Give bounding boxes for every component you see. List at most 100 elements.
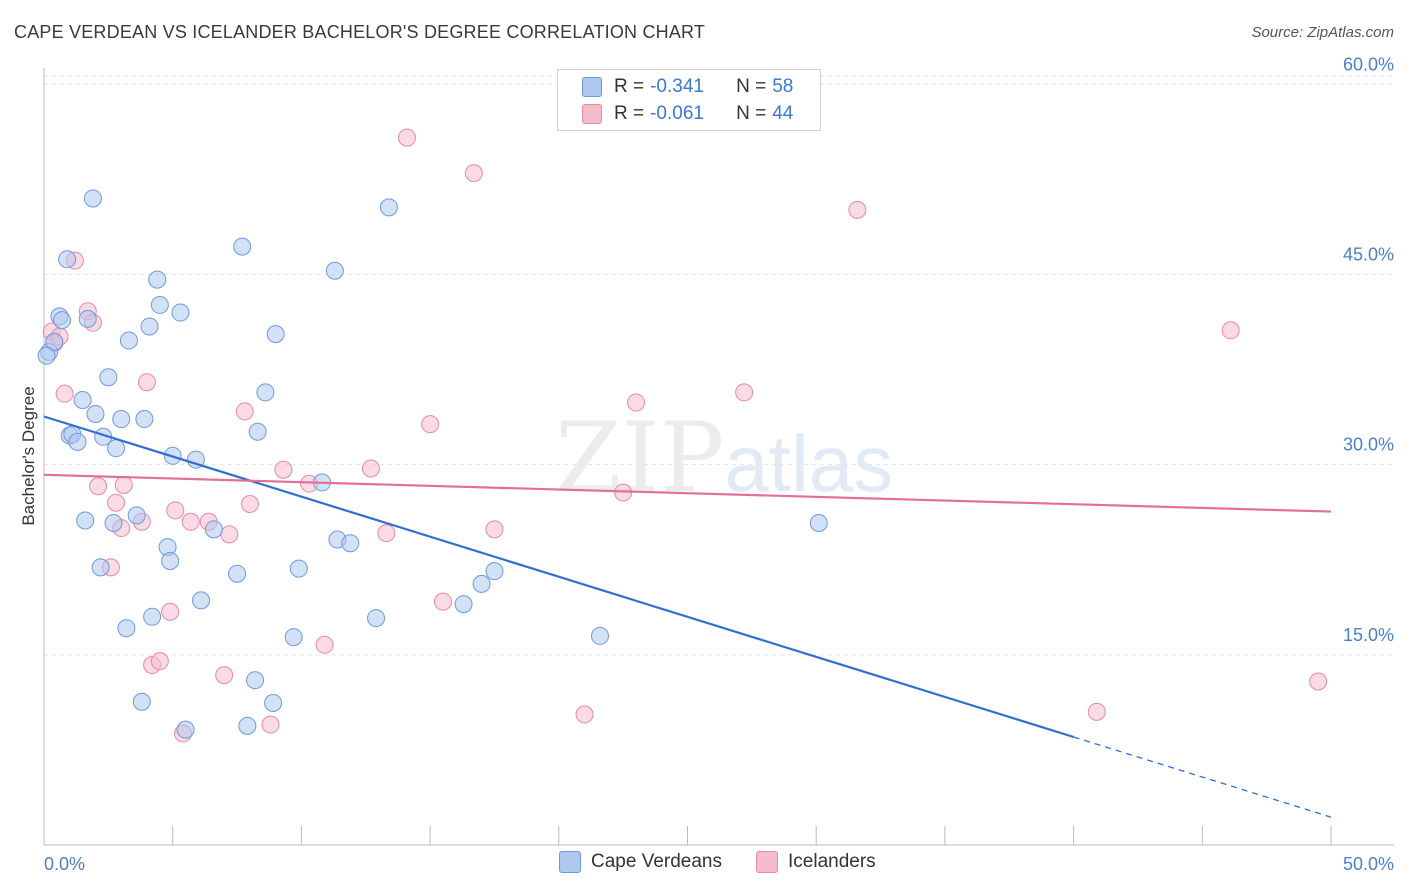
series-swatch-blue (559, 851, 581, 873)
legend-swatch-pink (582, 104, 602, 124)
cape-verdean-point-41 (256, 383, 275, 402)
y-tick-label: 15.0% (1343, 625, 1394, 645)
cape-verdean-point-9 (76, 511, 95, 530)
icelander-point-26 (274, 460, 293, 479)
y-tick-labels: 15.0% 30.0% 45.0% 60.0% (1343, 54, 1394, 644)
icelander-point-41 (1087, 702, 1106, 721)
cape-verdean-point-3 (53, 311, 72, 330)
chart-title: CAPE VERDEAN VS ICELANDER BACHELOR'S DEG… (14, 22, 706, 42)
cape-verdean-point-17 (107, 439, 126, 458)
icelander-trend-line (43, 473, 1332, 513)
watermark: ZIPatlas (555, 402, 893, 514)
legend-swatch-blue (582, 77, 602, 97)
cape-verdean-point-24 (140, 317, 159, 336)
icelander-point-36 (575, 705, 594, 724)
cape-verdean-point-1 (45, 332, 64, 351)
cape-verdean-point-50 (367, 609, 386, 628)
icelander-point-15 (150, 652, 169, 671)
cape-verdean-point-16 (104, 513, 123, 532)
cape-verdean-point-33 (186, 450, 205, 469)
icelander-point-13 (137, 373, 156, 392)
icelander-point-17 (166, 501, 185, 520)
icelander-point-25 (261, 715, 280, 734)
cape-verdean-point-27 (150, 295, 169, 314)
cape-verdean-trend-extension (1073, 736, 1332, 818)
cape-verdean-point-45 (289, 559, 308, 578)
series-legend-label: Cape Verdeans (591, 851, 722, 872)
cape-verdean-point-12 (86, 404, 105, 423)
legend-r-label: R = (614, 76, 645, 97)
icelander-point-33 (433, 592, 452, 611)
cape-verdean-point-35 (204, 520, 223, 539)
cape-verdean-point-37 (233, 237, 252, 256)
watermark-atlas: atlas (724, 419, 894, 508)
icelander-point-34 (464, 164, 483, 183)
icelander-point-28 (315, 635, 334, 654)
cape-verdean-point-19 (117, 619, 136, 638)
icelander-point-30 (377, 524, 396, 543)
axes (43, 68, 1394, 846)
icelander-point-43 (1309, 672, 1328, 691)
cape-verdean-point-20 (119, 331, 138, 350)
cape-verdean-point-38 (238, 716, 257, 735)
icelander-point-29 (361, 459, 380, 478)
grid-lines (44, 75, 1394, 656)
icelander-point-39 (735, 383, 754, 402)
icelander-point-16 (161, 602, 180, 621)
icelander-point-7 (89, 477, 108, 496)
legend-r-value: -0.341 (650, 76, 704, 97)
x-tick-label-max: 50.0% (1343, 854, 1394, 874)
cape-verdean-point-29 (161, 552, 180, 571)
series-legend-label: Icelanders (788, 851, 876, 872)
icelander-point-19 (181, 512, 200, 531)
series-swatch-pink (756, 851, 778, 873)
cape-verdean-point-34 (192, 591, 211, 610)
watermark-zip: ZIP (555, 402, 725, 514)
cape-verdean-point-21 (127, 506, 146, 525)
cape-verdean-point-23 (135, 410, 154, 429)
icelander-point-9 (107, 493, 126, 512)
cape-verdean-point-40 (248, 422, 267, 441)
cape-verdean-point-44 (284, 628, 303, 647)
legend-row-cape-verdeans: R = -0.341 N = 58 (582, 75, 793, 99)
cape-verdean-point-52 (454, 595, 473, 614)
legend-r-value: -0.061 (650, 103, 704, 124)
trend-lines (43, 415, 1332, 818)
source-label: Source: ZipAtlas.com (1251, 24, 1394, 41)
series-legend-cape-verdeans[interactable]: Cape Verdeans (559, 851, 722, 873)
cape-verdean-point-39 (246, 671, 265, 690)
icelander-point-38 (627, 393, 646, 412)
cape-verdean-point-47 (325, 261, 344, 280)
y-tick-label: 60.0% (1343, 54, 1394, 74)
cape-verdean-point-15 (99, 368, 118, 387)
series-legend-icelanders[interactable]: Icelanders (756, 851, 876, 873)
x-ticks (43, 826, 1332, 845)
cape-verdean-point-53 (472, 574, 491, 593)
cape-verdean-point-56 (809, 513, 828, 532)
cape-verdean-point-57 (37, 346, 56, 365)
series-legend: Cape Verdeans Icelanders (0, 851, 1406, 879)
cape-verdean-point-55 (590, 626, 609, 645)
icelander-point-3 (55, 384, 74, 403)
icelander-point-40 (848, 200, 867, 219)
icelander-point-11 (114, 475, 133, 494)
cape-verdean-point-26 (148, 270, 167, 289)
cape-verdean-point-54 (485, 562, 504, 581)
y-tick-label: 45.0% (1343, 245, 1394, 265)
y-axis-title: Bachelor's Degree (19, 386, 38, 525)
cape-verdean-trend-line (43, 415, 1074, 739)
cape-verdean-point-18 (112, 410, 131, 429)
legend-n-label: N = (736, 103, 767, 124)
cape-verdean-point-31 (171, 303, 190, 322)
icelander-point-23 (235, 402, 254, 421)
cape-verdean-point-51 (379, 198, 398, 217)
icelander-point-35 (485, 520, 504, 539)
cape-verdean-point-43 (266, 325, 285, 344)
icelanders-points (42, 128, 1328, 743)
y-tick-label: 30.0% (1343, 435, 1394, 455)
cape-verdean-point-32 (176, 720, 195, 739)
icelander-point-21 (215, 666, 234, 685)
cape-verdean-point-36 (228, 564, 247, 583)
cape-verdean-point-7 (68, 432, 87, 451)
